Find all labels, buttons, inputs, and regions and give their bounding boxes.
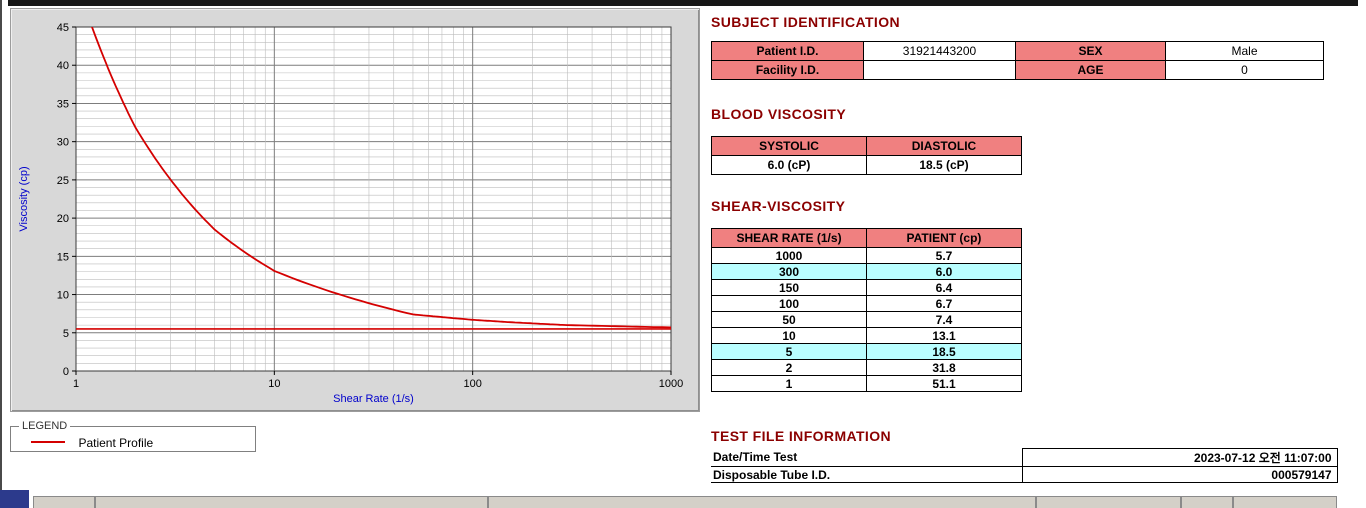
age-label: AGE bbox=[1015, 60, 1166, 80]
window-left-edge bbox=[0, 0, 2, 508]
svg-text:Viscosity (cp): Viscosity (cp) bbox=[18, 166, 30, 231]
svg-text:0: 0 bbox=[63, 366, 69, 378]
chart-panel: 0 5 10 15 20 25 30 35 40 45 1 10 100 1000 Shear Rate (… bbox=[10, 8, 700, 412]
blood-viscosity-table: SYSTOLIC DIASTOLIC 6.0 (cP) 18.5 (cP) bbox=[711, 136, 1022, 175]
viscosity-cell: 5.7 bbox=[866, 247, 1022, 264]
shear-rate-cell: 50 bbox=[711, 311, 867, 328]
viscosity-cell: 7.4 bbox=[866, 311, 1022, 328]
diastolic-header: DIASTOLIC bbox=[866, 136, 1022, 156]
svg-text:25: 25 bbox=[57, 175, 69, 187]
systolic-header: SYSTOLIC bbox=[711, 136, 867, 156]
svg-text:40: 40 bbox=[57, 60, 69, 72]
test-file-information-table: Date/Time Test 2023-07-12 오전 11:07:00 Di… bbox=[711, 448, 1338, 483]
shear-rate-cell: 5 bbox=[711, 343, 867, 360]
svg-text:10: 10 bbox=[57, 290, 69, 302]
legend-line-swatch bbox=[31, 440, 65, 443]
shear-rate-header: SHEAR RATE (1/s) bbox=[711, 228, 867, 248]
table-row: 10 13.1 bbox=[711, 327, 1022, 344]
viscosity-cell: 31.8 bbox=[866, 359, 1022, 376]
datetime-test-value: 2023-07-12 오전 11:07:00 bbox=[1021, 448, 1338, 467]
viscosity-cell: 6.4 bbox=[866, 279, 1022, 296]
shear-rate-cell: 300 bbox=[711, 263, 867, 280]
table-row: SHEAR RATE (1/s) PATIENT (cp) bbox=[711, 228, 1022, 248]
viscosity-cell: 51.1 bbox=[866, 375, 1022, 392]
age-value: 0 bbox=[1165, 60, 1324, 80]
shear-rate-cell: 10 bbox=[711, 327, 867, 344]
table-row: 100 6.7 bbox=[711, 295, 1022, 312]
bottom-panel[interactable] bbox=[33, 496, 95, 508]
svg-text:35: 35 bbox=[57, 98, 69, 110]
facility-id-value bbox=[863, 60, 1016, 80]
shear-rate-cell: 100 bbox=[711, 295, 867, 312]
patient-cp-header: PATIENT (cp) bbox=[866, 228, 1022, 248]
bottom-left-blue-panel bbox=[0, 490, 29, 508]
table-row: 1 51.1 bbox=[711, 375, 1022, 392]
subject-identification-title: SUBJECT IDENTIFICATION bbox=[711, 14, 900, 30]
svg-text:10: 10 bbox=[268, 378, 280, 390]
disposable-tube-id-value: 000579147 bbox=[1021, 466, 1338, 483]
systolic-value: 6.0 (cP) bbox=[711, 155, 867, 175]
diastolic-value: 18.5 (cP) bbox=[866, 155, 1022, 175]
patient-id-label: Patient I.D. bbox=[711, 41, 864, 61]
disposable-tube-id-label: Disposable Tube I.D. bbox=[711, 466, 1022, 483]
viscosity-chart: 0 5 10 15 20 25 30 35 40 45 1 10 100 1000 Shear Rate (… bbox=[18, 22, 683, 405]
table-row: Patient I.D. 31921443200 SEX Male bbox=[711, 41, 1324, 61]
table-row: 1000 5.7 bbox=[711, 247, 1022, 264]
table-row: 6.0 (cP) 18.5 (cP) bbox=[711, 155, 1022, 175]
table-row-highlighted: 300 6.0 bbox=[711, 263, 1022, 280]
svg-text:100: 100 bbox=[463, 378, 481, 390]
bottom-panel[interactable] bbox=[1036, 496, 1181, 508]
chart-legend: LEGEND Patient Profile bbox=[10, 420, 256, 452]
bottom-panel[interactable] bbox=[488, 496, 1036, 508]
table-row-highlighted: 5 18.5 bbox=[711, 343, 1022, 360]
table-row: Facility I.D. AGE 0 bbox=[711, 60, 1324, 80]
viscosity-cell: 6.0 bbox=[866, 263, 1022, 280]
table-row: Date/Time Test 2023-07-12 오전 11:07:00 bbox=[711, 448, 1338, 467]
datetime-test-label: Date/Time Test bbox=[711, 448, 1022, 467]
sex-value: Male bbox=[1165, 41, 1324, 61]
table-row: Disposable Tube I.D. 000579147 bbox=[711, 466, 1338, 483]
svg-text:45: 45 bbox=[57, 22, 69, 34]
subject-identification-table: Patient I.D. 31921443200 SEX Male Facili… bbox=[711, 41, 1324, 80]
svg-text:Shear Rate (1/s): Shear Rate (1/s) bbox=[333, 393, 414, 405]
facility-id-label: Facility I.D. bbox=[711, 60, 864, 80]
bottom-panel[interactable] bbox=[95, 496, 488, 508]
svg-text:15: 15 bbox=[57, 251, 69, 263]
shear-rate-cell: 2 bbox=[711, 359, 867, 376]
svg-text:20: 20 bbox=[57, 213, 69, 225]
viscosity-cell: 13.1 bbox=[866, 327, 1022, 344]
window-top-edge bbox=[8, 0, 1358, 6]
bottom-panel[interactable] bbox=[1233, 496, 1337, 508]
sex-label: SEX bbox=[1015, 41, 1166, 61]
patient-id-value: 31921443200 bbox=[863, 41, 1016, 61]
viscosity-cell: 6.7 bbox=[866, 295, 1022, 312]
shear-rate-cell: 150 bbox=[711, 279, 867, 296]
svg-text:5: 5 bbox=[63, 328, 69, 340]
shear-viscosity-table: SHEAR RATE (1/s) PATIENT (cp) 1000 5.7 3… bbox=[711, 228, 1022, 392]
shear-rate-cell: 1000 bbox=[711, 247, 867, 264]
svg-text:1: 1 bbox=[73, 378, 79, 390]
table-row: 50 7.4 bbox=[711, 311, 1022, 328]
legend-title: LEGEND bbox=[22, 420, 68, 432]
legend-item-label: Patient Profile bbox=[78, 435, 154, 450]
viscosity-cell: 18.5 bbox=[866, 343, 1022, 360]
table-row: SYSTOLIC DIASTOLIC bbox=[711, 136, 1022, 156]
bottom-panel[interactable] bbox=[1181, 496, 1233, 508]
shear-viscosity-title: SHEAR-VISCOSITY bbox=[711, 198, 846, 214]
svg-text:1000: 1000 bbox=[659, 378, 683, 390]
test-file-information-title: TEST FILE INFORMATION bbox=[711, 428, 892, 444]
table-row: 150 6.4 bbox=[711, 279, 1022, 296]
svg-text:30: 30 bbox=[57, 137, 69, 149]
table-row: 2 31.8 bbox=[711, 359, 1022, 376]
blood-viscosity-title: BLOOD VISCOSITY bbox=[711, 106, 847, 122]
shear-rate-cell: 1 bbox=[711, 375, 867, 392]
